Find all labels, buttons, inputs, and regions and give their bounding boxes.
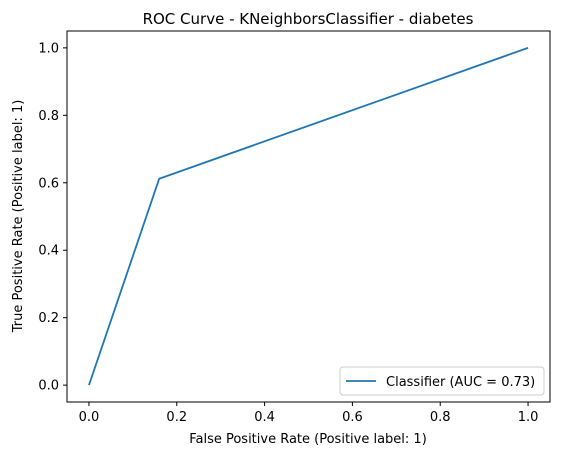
roc-curve-line [88,47,529,386]
x-tick-label: 0.2 [166,410,187,425]
x-tick-label: 0.8 [430,410,451,425]
x-axis-label: False Positive Rate (Positive label: 1) [189,432,427,447]
axes-frame [66,30,551,403]
y-tick-label: 1.0 [38,41,59,56]
y-tick-label: 0.4 [38,244,59,259]
x-tick-label: 0.0 [79,410,100,425]
y-tick-label: 0.6 [38,176,59,191]
chart-title: ROC Curve - KNeighborsClassifier - diabe… [143,10,474,28]
y-tick-label: 0.8 [38,109,59,124]
plot-area: 0.0 0.2 0.4 0.6 0.8 1.0 0.0 0.2 0.4 0.6 0.8 1.0 [38,41,538,425]
y-axis-label: True Positive Rate (Positive label: 1) [11,100,26,334]
y-tick-label: 0.0 [38,379,59,394]
legend: Classifier (AUC = 0.73) [339,366,545,396]
x-tick-label: 0.6 [342,410,363,425]
x-tick-label: 1.0 [518,410,539,425]
y-tick-label: 0.2 [38,311,59,326]
legend-entry-label: Classifier (AUC = 0.73) [386,375,535,390]
x-tick-label: 0.4 [254,410,275,425]
legend-box [339,366,545,396]
